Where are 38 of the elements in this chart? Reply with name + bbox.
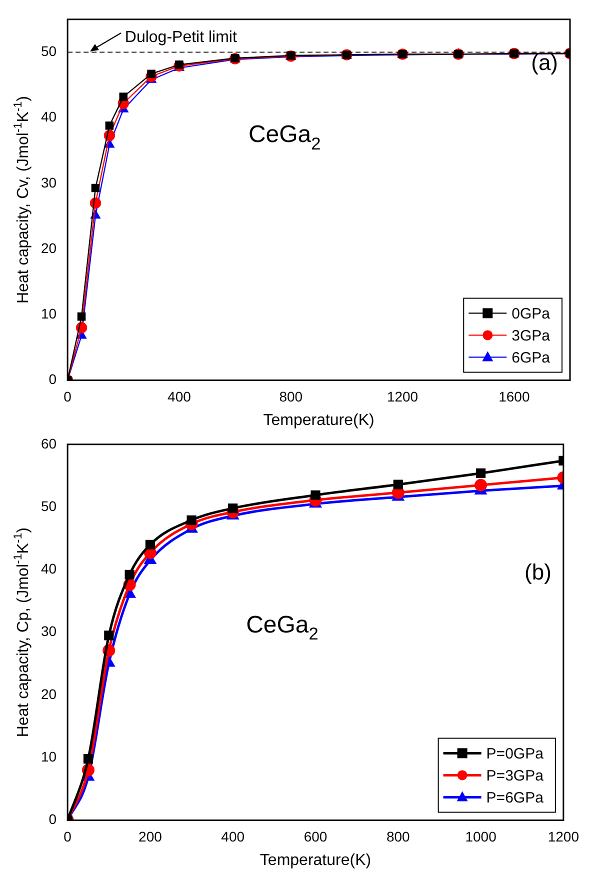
legend-label: 3GPa <box>512 327 551 344</box>
y-tick-label: 40 <box>40 560 57 577</box>
y-tick-label: 20 <box>40 686 57 702</box>
x-tick-label: 1200 <box>548 828 580 844</box>
annotation: (a) <box>531 50 558 75</box>
x-tick-label: 800 <box>386 828 410 844</box>
legend-label: 6GPa <box>512 349 551 366</box>
x-tick-label: 600 <box>304 828 328 844</box>
x-tick-label: 0 <box>64 388 72 404</box>
y-tick-label: 50 <box>40 498 57 514</box>
y-tick-label: 10 <box>40 305 57 322</box>
y-tick-label: 30 <box>40 623 57 640</box>
x-tick-label: 400 <box>168 388 192 404</box>
x-tick-label: 1000 <box>465 828 497 844</box>
y-tick-label: 0 <box>48 811 57 828</box>
y-tick-label: 60 <box>40 435 57 452</box>
y-tick-label: 20 <box>40 240 57 256</box>
x-tick-label: 0 <box>64 828 72 844</box>
x-axis-title: Temperature(K) <box>263 412 374 429</box>
annotation: (b) <box>524 560 552 585</box>
y-tick-label: 30 <box>40 174 57 190</box>
legend-label: P=3GPa <box>486 767 544 784</box>
x-tick-label: 1600 <box>498 388 530 404</box>
y-axis-title: Heat capacity, Cp, (Jmol-1K-1) <box>12 528 32 738</box>
legend-label: P=6GPa <box>486 789 544 806</box>
y-tick-label: 50 <box>40 43 57 60</box>
x-axis-title: Temperature(K) <box>260 852 372 869</box>
y-axis-title: Heat capacity, Cv, (Jmol-1K-1) <box>12 96 32 304</box>
x-tick-label: 400 <box>221 828 245 844</box>
x-tick-label: 1200 <box>386 388 418 404</box>
y-tick-label: 40 <box>40 108 57 125</box>
x-tick-label: 200 <box>138 828 162 844</box>
annotation: Dulog-Petit limit <box>124 29 238 46</box>
x-tick-label: 800 <box>279 388 303 404</box>
legend-label: 0GPa <box>512 305 551 322</box>
y-tick-label: 0 <box>48 371 57 388</box>
legend-label: P=0GPa <box>486 745 544 762</box>
y-tick-label: 10 <box>40 748 57 764</box>
